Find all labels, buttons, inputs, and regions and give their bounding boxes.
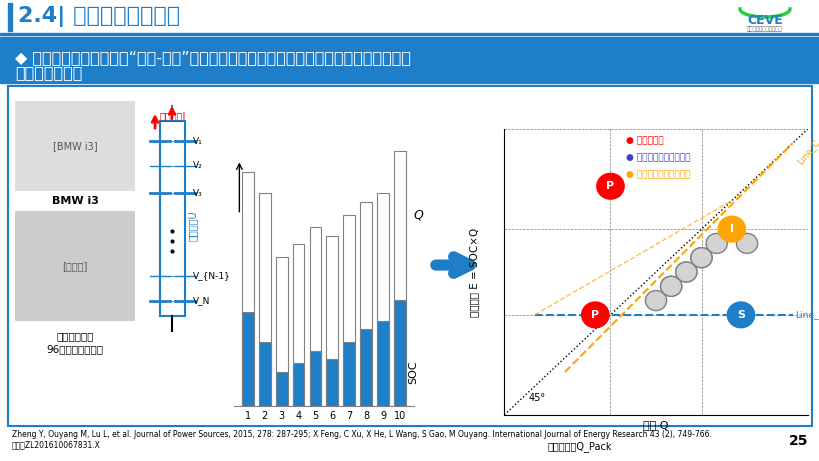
X-axis label: 容量 Q: 容量 Q	[642, 420, 668, 431]
Text: 2.4| 电池组电成组理论: 2.4| 电池组电成组理论	[18, 6, 180, 28]
Bar	[394, 151, 405, 406]
Text: V_N: V_N	[192, 296, 210, 306]
Bar	[275, 257, 287, 406]
Text: 电池组容量Q_Pack: 电池组容量Q_Pack	[547, 441, 612, 452]
Circle shape	[726, 302, 753, 328]
Circle shape	[721, 219, 741, 239]
Text: ● 最小可放电电量的单体: ● 最小可放电电量的单体	[625, 154, 690, 163]
Bar	[394, 300, 405, 406]
Circle shape	[717, 216, 744, 242]
Text: 25: 25	[788, 434, 807, 448]
Bar	[326, 236, 338, 406]
Text: 剩余电量 E = SOC×Q: 剩余电量 E = SOC×Q	[468, 227, 478, 317]
Bar	[259, 342, 270, 406]
Bar	[8, 86, 811, 426]
Bar	[275, 372, 287, 406]
Circle shape	[675, 262, 696, 282]
Text: 电流输出I: 电流输出I	[160, 111, 186, 121]
Circle shape	[581, 302, 609, 328]
Text: BMW i3: BMW i3	[52, 196, 98, 206]
Bar	[343, 342, 355, 406]
Bar	[292, 244, 304, 406]
Bar	[0, 33, 819, 35]
Text: SOC: SOC	[408, 361, 418, 384]
Text: V₁: V₁	[192, 136, 202, 146]
Text: S: S	[736, 310, 744, 320]
Text: Line_C: Line_C	[794, 138, 819, 166]
Bar	[360, 202, 372, 406]
Text: 并可以图形化。: 并可以图形化。	[15, 65, 82, 81]
Circle shape	[645, 290, 666, 311]
Text: Line_D: Line_D	[794, 310, 819, 319]
Bar	[8, 3, 12, 31]
Bar	[719, 1, 809, 33]
Text: ● 电池组状态: ● 电池组状态	[625, 136, 663, 145]
Text: 电池组中包含: 电池组中包含	[57, 331, 93, 341]
Text: V₃: V₃	[192, 189, 202, 197]
Text: 专利：ZL201610067831.X: 专利：ZL201610067831.X	[12, 441, 101, 449]
Text: [电池组]: [电池组]	[62, 261, 88, 271]
Circle shape	[660, 276, 681, 296]
Bar	[292, 363, 304, 406]
Circle shape	[690, 248, 711, 268]
Bar	[377, 321, 388, 406]
Text: P: P	[606, 181, 613, 191]
Bar	[15, 211, 135, 321]
Text: ◆ 清华大学发明了独特的“容量-电量”二维矢量图方法，使得电池组一致性变成线性问题，: ◆ 清华大学发明了独特的“容量-电量”二维矢量图方法，使得电池组一致性变成线性问…	[15, 51, 410, 65]
Text: P: P	[590, 310, 599, 320]
Text: I: I	[729, 224, 733, 234]
Text: [BMW i3]: [BMW i3]	[52, 141, 97, 151]
Text: ● 最小可充电电量的单体: ● 最小可充电电量的单体	[625, 171, 690, 180]
Bar	[259, 194, 270, 406]
Text: V_{N-1}: V_{N-1}	[192, 272, 231, 280]
Text: V₂: V₂	[192, 161, 202, 171]
Text: 中国新能源汽车评价规程: 中国新能源汽车评价规程	[746, 26, 782, 32]
Circle shape	[690, 248, 711, 268]
Bar	[309, 350, 321, 406]
Bar	[360, 329, 372, 406]
Bar	[242, 312, 253, 406]
Bar	[242, 172, 253, 406]
Text: Zheng Y, Ouyang M, Lu L, et al. Journal of Power Sources, 2015, 278: 287-295; X : Zheng Y, Ouyang M, Lu L, et al. Journal …	[12, 430, 711, 438]
Text: CEVE: CEVE	[746, 14, 782, 28]
Text: 45°: 45°	[528, 393, 545, 402]
Bar	[0, 37, 819, 83]
Circle shape	[596, 173, 623, 199]
Circle shape	[660, 276, 681, 296]
Text: 96节串联电池单体: 96节串联电池单体	[47, 344, 103, 354]
Bar	[377, 194, 388, 406]
Circle shape	[675, 262, 696, 282]
Bar	[309, 227, 321, 406]
Text: Q: Q	[413, 208, 423, 221]
Text: 电压输出U: 电压输出U	[188, 211, 197, 241]
Circle shape	[735, 233, 757, 254]
Bar	[15, 101, 135, 191]
Bar	[343, 215, 355, 406]
Circle shape	[705, 233, 726, 254]
Bar	[326, 359, 338, 406]
